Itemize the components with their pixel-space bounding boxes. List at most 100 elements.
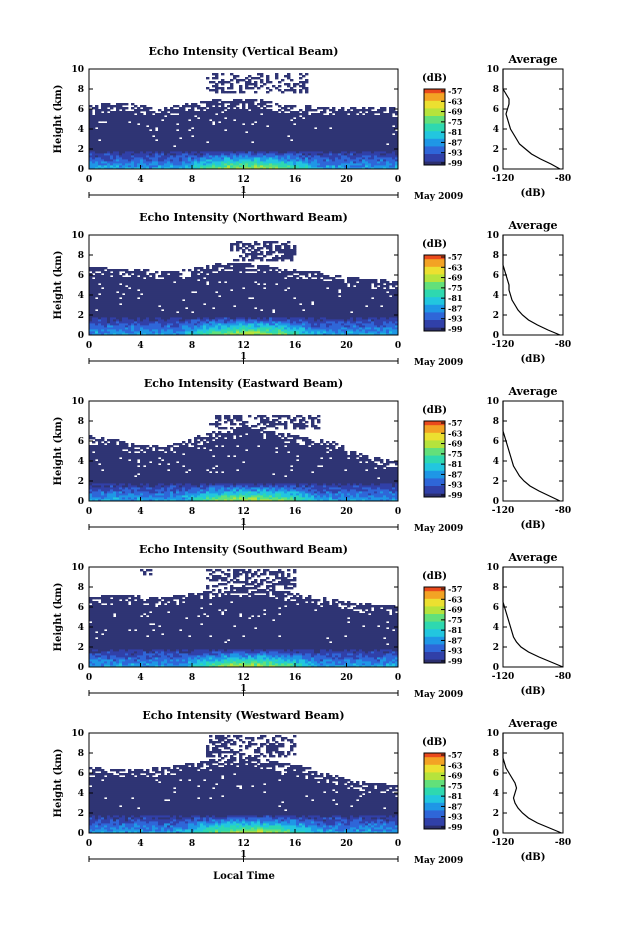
x-tick-label: 4 [137, 175, 143, 185]
heatmap-cell [338, 143, 342, 146]
heatmap-cell [320, 161, 324, 164]
heatmap-cell [140, 121, 144, 124]
heatmap-cell [98, 123, 102, 126]
heatmap-cell [371, 127, 375, 130]
heatmap-cell [221, 125, 225, 128]
heatmap-cell [263, 163, 267, 166]
heatmap-cell [377, 155, 381, 158]
heatmap-cell [248, 83, 252, 86]
heatmap-cell [164, 121, 168, 124]
heatmap-cell [224, 165, 228, 168]
heatmap-cell [242, 117, 246, 120]
heatmap-cell [206, 145, 210, 148]
heatmap-cell [236, 135, 240, 138]
heatmap-cell [335, 133, 339, 136]
heatmap-cell [89, 135, 93, 138]
heatmap-cell [236, 131, 240, 134]
heatmap-cell [281, 149, 285, 152]
heatmap-cell [260, 85, 264, 88]
heatmap-cell [161, 129, 165, 132]
heatmap-cell [311, 155, 315, 158]
heatmap-cell [326, 161, 330, 164]
heatmap-cell [338, 117, 342, 120]
heatmap-cell [371, 157, 375, 160]
heatmap-cell [98, 295, 102, 298]
heatmap-cell [320, 145, 324, 148]
heatmap-cell [365, 137, 369, 140]
heatmap-cell [134, 155, 138, 158]
heatmap-cell [308, 137, 312, 140]
heatmap-cell [128, 147, 132, 150]
heatmap-cell [113, 129, 117, 132]
heatmap-cell [335, 161, 339, 164]
heatmap-cell [305, 137, 309, 140]
heatmap-cell [101, 157, 105, 160]
heatmap-cell [305, 87, 309, 90]
heatmap-cell [350, 123, 354, 126]
heatmap-cell [137, 145, 141, 148]
heatmap-cell [152, 167, 156, 170]
heatmap-cell [191, 155, 195, 158]
heatmap-cell [185, 115, 189, 118]
heatmap-cell [104, 267, 108, 270]
heatmap-cell [290, 159, 294, 162]
heatmap-cell [227, 167, 231, 170]
heatmap-cell [194, 119, 198, 122]
heatmap-cell [329, 133, 333, 136]
heatmap-cell [212, 153, 216, 156]
heatmap-cell [359, 117, 363, 120]
heatmap-cell [269, 145, 273, 148]
heatmap-cell [263, 121, 267, 124]
heatmap-cell [293, 145, 297, 148]
heatmap-cell [359, 141, 363, 144]
heatmap-cell [104, 155, 108, 158]
heatmap-cell [260, 135, 264, 138]
heatmap-cell [221, 103, 225, 106]
heatmap-cell [215, 85, 219, 88]
heatmap-cell [161, 157, 165, 160]
heatmap-cell [233, 77, 237, 80]
heatmap-cell [275, 103, 279, 106]
heatmap-cell [272, 131, 276, 134]
heatmap-cell [377, 123, 381, 126]
heatmap-cell [335, 125, 339, 128]
heatmap-cell [98, 161, 102, 164]
heatmap-cell [356, 151, 360, 154]
heatmap-cell [125, 137, 129, 140]
heatmap-cell [155, 115, 159, 118]
heatmap-cell [215, 125, 219, 128]
heatmap-cell [92, 145, 96, 148]
heatmap-cell [362, 151, 366, 154]
heatmap-cell [239, 91, 243, 94]
heatmap-cell [266, 157, 270, 160]
heatmap-cell [305, 151, 309, 154]
heatmap-cell [290, 127, 294, 130]
heatmap-cell [134, 147, 138, 150]
heatmap-cell [239, 247, 243, 250]
heatmap-cell [269, 143, 273, 146]
heatmap-cell [356, 161, 360, 164]
heatmap-cell [134, 153, 138, 156]
heatmap-cell [212, 157, 216, 160]
heatmap-cell [305, 113, 309, 116]
heatmap-cell [161, 271, 165, 274]
heatmap-cell [347, 129, 351, 132]
heatmap-cell [269, 81, 273, 84]
heatmap-cell [275, 139, 279, 142]
heatmap-cell [215, 137, 219, 140]
heatmap-cell [110, 143, 114, 146]
heatmap-cell [143, 121, 147, 124]
heatmap-cell [155, 145, 159, 148]
heatmap-cell [125, 117, 129, 120]
heatmap-cell [239, 115, 243, 118]
heatmap-cell [359, 119, 363, 122]
average-profile-line [502, 69, 561, 170]
heatmap-cell [269, 163, 273, 166]
heatmap-cell [329, 141, 333, 144]
heatmap-cell [116, 147, 120, 150]
heatmap-cell [206, 119, 210, 122]
heatmap-cell [377, 117, 381, 120]
heatmap-cell [200, 151, 204, 154]
heatmap-cell [272, 85, 276, 88]
heatmap-cell [266, 115, 270, 118]
